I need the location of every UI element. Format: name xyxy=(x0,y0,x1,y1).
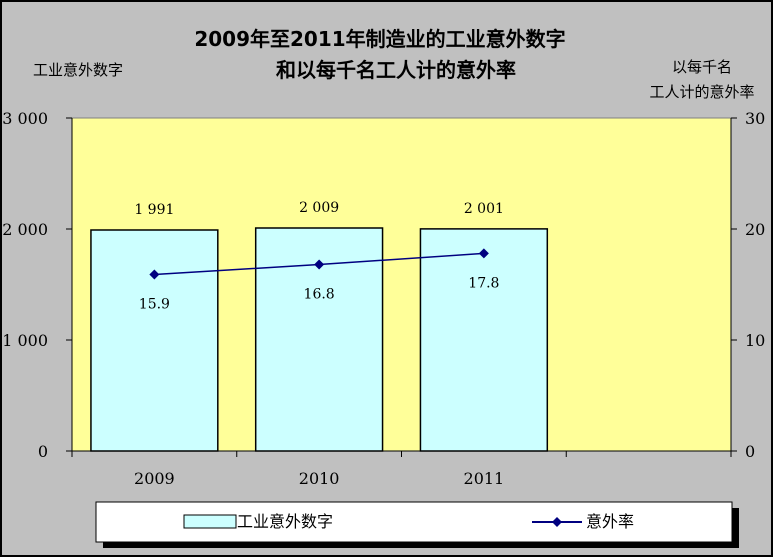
right-axis-tick-label: 10 xyxy=(745,331,765,350)
bar-data-label: 1 991 xyxy=(134,202,174,218)
right-axis-tick-label: 0 xyxy=(745,442,755,461)
x-axis-tick-label: 2009 xyxy=(134,469,175,488)
right-axis-tick-label: 20 xyxy=(745,220,765,239)
left-axis-title: 工业意外数字 xyxy=(33,61,123,79)
legend-swatch-marker xyxy=(552,517,562,527)
rate-point xyxy=(478,248,489,259)
x-axis-tick-label: 2010 xyxy=(299,469,340,488)
right-axis-tick-label: 30 xyxy=(745,109,765,128)
legend-swatch-bars xyxy=(183,514,237,529)
left-axis-tick-label: 3 000 xyxy=(2,109,48,128)
rate-data-label: 17.8 xyxy=(468,275,499,291)
rate-point xyxy=(149,269,160,280)
rate-data-label: 16.8 xyxy=(304,287,335,303)
legend-label-line: 意外率 xyxy=(586,512,634,531)
rate-point xyxy=(314,259,325,270)
right-axis-title-line1: 以每千名 xyxy=(672,58,732,76)
legend-label-bars: 工业意外数字 xyxy=(237,512,333,531)
left-axis-tick-label: 0 xyxy=(38,442,48,461)
chart-title-line1: 2009年至2011年制造业的工业意外数字 xyxy=(194,27,565,51)
left-axis-tick-label: 2 000 xyxy=(2,220,48,239)
chart-title-line2: 和以每千名工人计的意外率 xyxy=(276,58,516,82)
right-axis-title-line2: 工人计的意外率 xyxy=(649,83,754,101)
bar xyxy=(90,229,219,452)
chart-marks: 0 1 000 2 000 3 000 0 10 20 30 2009 2010 2011 1 991… xyxy=(2,109,765,488)
x-axis-tick-label: 2011 xyxy=(464,469,505,488)
bar-data-label: 2 009 xyxy=(299,200,339,216)
bar-data-label: 2 001 xyxy=(464,201,504,217)
bar xyxy=(419,228,549,452)
left-axis-tick-label: 1 000 xyxy=(2,331,48,350)
rate-data-label: 15.9 xyxy=(139,297,170,313)
